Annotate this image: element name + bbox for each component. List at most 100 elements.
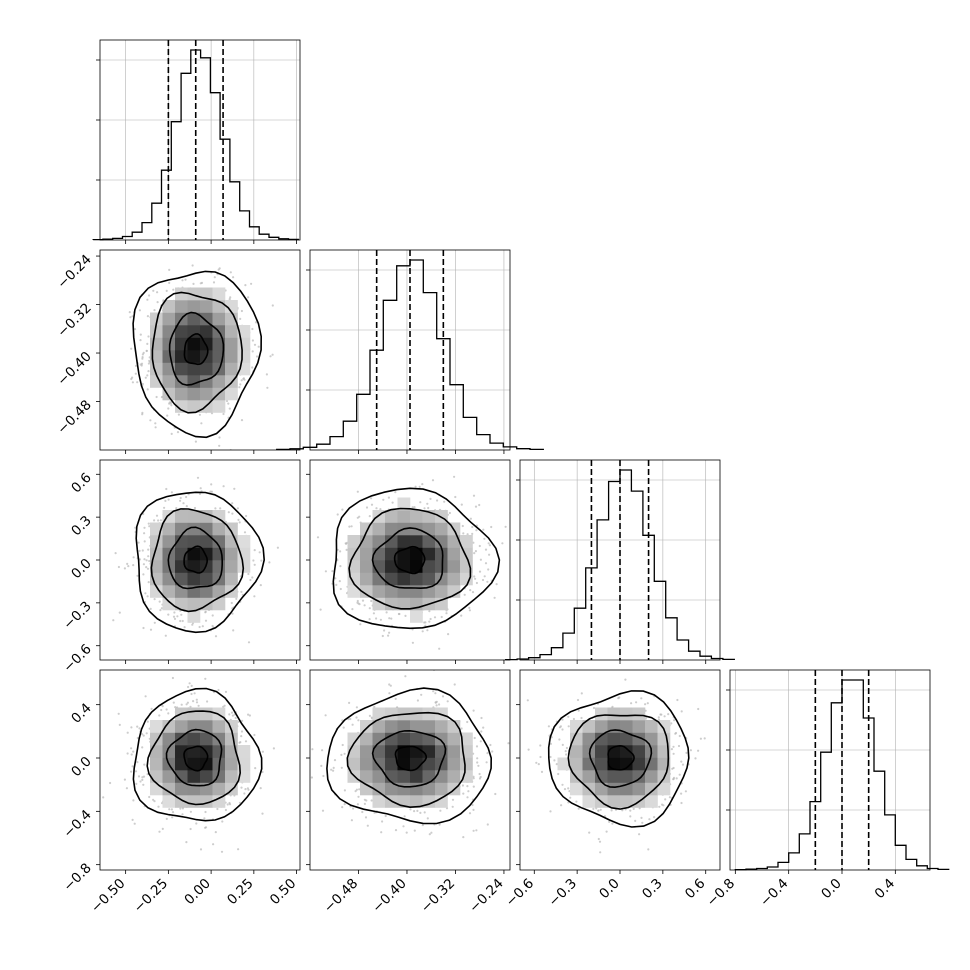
density-cell <box>447 535 461 548</box>
scatter-point <box>247 296 250 299</box>
density-cell <box>187 535 201 548</box>
scatter-point <box>352 807 355 810</box>
scatter-point <box>348 525 351 528</box>
scatter-point <box>112 619 115 622</box>
scatter-point <box>147 362 150 365</box>
scatter-point <box>136 725 139 728</box>
density-cell <box>347 585 361 598</box>
scatter-point <box>473 575 476 578</box>
scatter-point <box>171 816 174 819</box>
scatter-point <box>227 511 230 514</box>
scatter-point <box>198 625 201 629</box>
scatter-point <box>460 614 463 617</box>
scatter-point <box>253 549 256 552</box>
scatter-point <box>368 607 371 610</box>
scatter-point <box>131 818 134 822</box>
scatter-point <box>141 413 144 416</box>
scatter-point <box>146 315 149 318</box>
density-cell <box>447 770 461 783</box>
scatter-point <box>319 608 322 611</box>
scatter-point <box>201 625 204 628</box>
density-cell <box>150 375 163 388</box>
scatter-point <box>142 563 145 566</box>
scatter-point <box>154 426 157 429</box>
density-cell <box>225 547 238 561</box>
density-cell <box>447 547 461 561</box>
scatter-point <box>219 507 222 510</box>
scatter-point <box>141 778 144 782</box>
scatter-point <box>413 810 416 813</box>
density-cell <box>435 795 448 808</box>
scatter-point <box>130 753 133 756</box>
scatter-point <box>332 766 335 770</box>
scatter-point <box>483 537 486 540</box>
density-cell <box>447 572 461 586</box>
density-cell <box>200 522 213 536</box>
scatter-point <box>218 444 221 447</box>
scatter-point <box>471 591 475 594</box>
scatter-point <box>436 499 439 502</box>
scatter-point <box>451 798 455 801</box>
density-cell <box>187 547 201 561</box>
density-cell <box>435 522 448 536</box>
density-cell <box>372 535 386 548</box>
scatter-point <box>375 507 378 510</box>
scatter-point <box>411 506 414 509</box>
scatter-point <box>239 383 242 386</box>
scatter-point <box>228 407 231 410</box>
contour-line <box>348 507 472 610</box>
scatter-point <box>118 611 121 614</box>
density-cell <box>225 325 238 338</box>
scatter-point <box>181 279 184 282</box>
scatter-point <box>143 526 146 529</box>
scatter-point <box>641 821 644 824</box>
density-cell <box>175 782 188 796</box>
scatter-point <box>146 720 149 723</box>
contour-line <box>393 545 426 575</box>
scatter-point <box>355 788 358 791</box>
scatter-point <box>387 634 390 637</box>
scatter-point <box>145 566 148 569</box>
scatter-point <box>177 413 180 416</box>
scatter-point <box>149 628 153 631</box>
density-cell <box>460 732 473 746</box>
scatter-point <box>423 811 426 814</box>
scatter-point <box>447 633 450 636</box>
density-cell <box>372 707 386 721</box>
scatter-point <box>530 497 532 499</box>
scatter-point <box>218 267 221 270</box>
scatter-point <box>341 806 344 809</box>
scatter-point <box>168 808 171 811</box>
scatter-point <box>195 822 198 825</box>
density-cell <box>162 770 176 783</box>
scatter-point <box>372 612 375 615</box>
scatter-point <box>141 357 144 360</box>
density-cell <box>187 510 201 523</box>
scatter-point <box>475 581 478 585</box>
scatter-point <box>344 542 347 545</box>
scatter-point <box>421 824 424 827</box>
scatter-point <box>370 503 374 506</box>
scatter-point <box>462 792 465 795</box>
scatter-point <box>184 278 187 281</box>
scatter-point <box>231 714 234 717</box>
scatter-point <box>240 730 244 733</box>
scatter-point <box>146 374 149 377</box>
scatter-point <box>310 776 313 779</box>
scatter-point <box>311 748 314 751</box>
scatter-point <box>165 289 168 292</box>
scatter-point <box>461 524 464 528</box>
scatter-point <box>153 800 156 803</box>
scatter-point <box>212 281 216 284</box>
density-cell <box>360 560 373 573</box>
density-cell <box>237 535 251 548</box>
scatter-point <box>246 787 249 790</box>
scatter-point <box>206 700 209 703</box>
density-cell <box>385 535 398 548</box>
scatter-point <box>404 675 407 678</box>
scatter-point <box>149 607 152 611</box>
scatter-point <box>338 580 341 583</box>
scatter-point <box>253 733 256 737</box>
density-cell <box>162 350 176 363</box>
